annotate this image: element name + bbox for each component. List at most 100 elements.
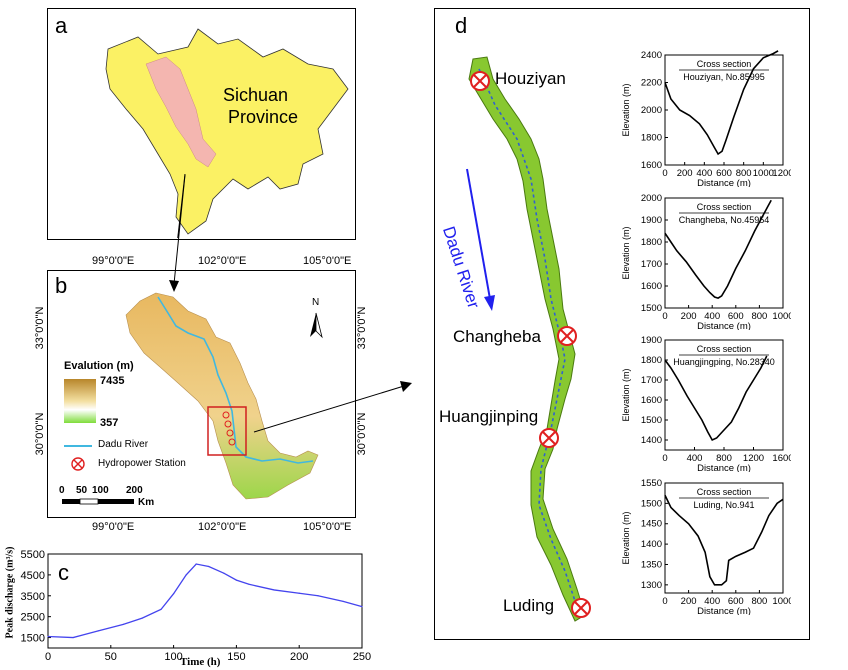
discharge-point	[223, 572, 225, 574]
station-markers	[222, 411, 236, 446]
xs-y-tick-label: 1600	[641, 160, 662, 171]
x-tick-label: 250	[353, 651, 371, 663]
xs-x-tick-label: 800	[751, 311, 767, 322]
cross-section-3: Cross section Huangjingping, No.28340 0 400…	[621, 335, 791, 472]
xs-x-tick-label: 0	[662, 168, 667, 179]
legend-river-label: Dadu River	[98, 439, 149, 450]
xs-y-tick-label: 1450	[641, 519, 662, 530]
xs-plot-frame	[664, 197, 784, 309]
panel-d-label: d	[455, 13, 468, 38]
xs-y-tick-label: 1400	[641, 539, 662, 550]
xs-y-tick-label: 2000	[641, 105, 662, 116]
discharge-point	[208, 565, 210, 568]
xs-y-tick-label: 1600	[641, 395, 662, 406]
x-tick-label: 50	[105, 651, 117, 663]
cross-section-4: Cross section Luding, No.941 0 200 400 600 800…	[621, 478, 791, 615]
x-tick-label: 200	[290, 651, 308, 663]
xs-x-tick-label: 1200	[772, 168, 791, 179]
north-arrow-icon	[310, 312, 323, 339]
region-name-line1: Sichuan	[223, 85, 288, 105]
xs-profile-line	[664, 494, 784, 586]
discharge-series-line	[47, 563, 363, 639]
xs-x-tick-label: 1600	[772, 453, 791, 464]
xs-xlabel: Distance (m)	[697, 463, 751, 472]
arrow-b-to-d	[253, 381, 412, 433]
xs-ylabel: Elevation (m)	[621, 511, 631, 564]
legend-station-label: Hydropower Station	[98, 458, 186, 469]
xs-y-tick-label: 1350	[641, 559, 662, 570]
discharge-chart: 0 50 100 150 200 250 1500 2500 3500 4500 5500	[21, 549, 372, 663]
xs-y-tick-label: 1500	[641, 303, 662, 314]
discharge-point	[185, 574, 187, 576]
xs-profile-line	[664, 50, 779, 156]
discharge-point	[47, 635, 49, 638]
scale-tick-100: 100	[92, 485, 109, 496]
xs-xlabel: Distance (m)	[697, 321, 751, 330]
xs-y-tick-label: 1700	[641, 259, 662, 270]
x-tick-label: 150	[227, 651, 245, 663]
xs-y-tick-label: 2200	[641, 78, 662, 89]
lon-tick-top-2: 102°0'0"E	[198, 255, 247, 267]
xs-xlabel: Distance (m)	[697, 606, 751, 615]
legend-max: 7435	[100, 375, 125, 387]
xs-y-tick-label: 1900	[641, 215, 662, 226]
panel-a-label: a	[55, 13, 68, 38]
scale-tick-0: 0	[59, 485, 65, 496]
discharge-ylabel: Peak discharge (m³/s)	[4, 546, 16, 639]
x-tick-label: 0	[45, 651, 51, 663]
discharge-point	[72, 636, 74, 639]
lon-tick-top-1: 99°0'0"E	[92, 255, 135, 267]
lon-tick-bottom-1: 99°0'0"E	[92, 521, 135, 533]
xs-y-tick-label: 1900	[641, 335, 662, 346]
scale-bar	[62, 498, 134, 505]
station-changheba-icon	[557, 326, 577, 346]
y-tick-label: 2500	[21, 612, 45, 624]
elevation-legend-bar	[64, 379, 96, 423]
xs-x-tick-label: 600	[716, 168, 732, 179]
xs-y-tick-label: 1700	[641, 375, 662, 386]
xs-x-tick-label: 200	[681, 596, 697, 607]
y-tick-label: 1500	[21, 633, 45, 645]
xs-title: Cross section	[697, 487, 752, 497]
xs-ylabel: Elevation (m)	[621, 83, 631, 136]
station-label-huangjinping: Huangjinping	[439, 407, 539, 426]
legend-title: Evalution (m)	[64, 360, 134, 372]
lon-tick-bottom-3: 105°0'0"E	[303, 521, 352, 533]
discharge-plot-frame	[47, 553, 363, 649]
xs-x-tick-label: 600	[728, 596, 744, 607]
xs-y-tick-label: 1300	[641, 580, 662, 591]
discharge-point	[141, 617, 143, 619]
xs-x-tick-label: 400	[687, 453, 703, 464]
xs-x-tick-label: 800	[716, 453, 732, 464]
xs-x-tick-label: 0	[662, 311, 667, 322]
station-label-changheba: Changheba	[453, 327, 541, 346]
xs-x-tick-label: 400	[696, 168, 712, 179]
legend-min: 357	[100, 417, 119, 429]
xs-x-tick-label: 1000	[772, 311, 791, 322]
station-huangjinping-icon	[539, 428, 559, 448]
dadu-basin-map	[62, 292, 323, 505]
xs-x-tick-label: 800	[736, 168, 752, 179]
discharge-point	[235, 579, 237, 581]
lat-tick-left-2: 30°0'0"N	[34, 412, 46, 456]
xs-title: Cross section	[697, 59, 752, 69]
station-luding-icon	[571, 598, 591, 618]
xs-x-tick-label: 0	[662, 453, 667, 464]
xs-y-tick-label: 1800	[641, 237, 662, 248]
xs-y-tick-label: 1800	[641, 355, 662, 366]
xs-subtitle: Huangjingping, No.28340	[673, 357, 775, 367]
discharge-point	[122, 623, 124, 625]
y-tick-label: 5500	[21, 549, 45, 561]
panel-c-label: c	[58, 560, 69, 585]
xs-y-tick-label: 1500	[641, 415, 662, 426]
basin-elevation-shape	[125, 292, 319, 500]
discharge-point	[160, 608, 162, 610]
dadu-river-line	[157, 296, 314, 464]
panel-b: b	[47, 270, 356, 518]
xs-ylabel: Elevation (m)	[621, 226, 631, 279]
xs-y-tick-label: 2400	[641, 50, 662, 61]
xs-profile-line	[664, 199, 772, 299]
xs-y-tick-label: 1400	[641, 435, 662, 446]
discharge-point	[342, 600, 344, 603]
xs-profile-line	[664, 355, 768, 442]
